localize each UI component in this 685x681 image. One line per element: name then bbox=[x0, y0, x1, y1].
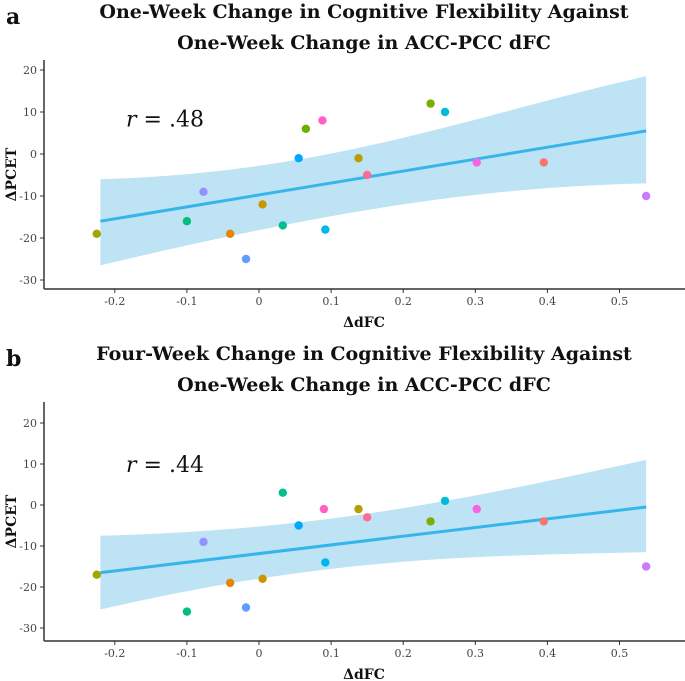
correlation-annotation: r = .44 bbox=[126, 453, 204, 478]
regression-line bbox=[100, 505, 647, 575]
x-tick-label: 0.4 bbox=[539, 295, 557, 308]
data-point bbox=[258, 200, 267, 209]
data-point bbox=[278, 221, 287, 230]
data-point bbox=[318, 116, 327, 125]
data-point bbox=[641, 191, 651, 201]
data-point bbox=[199, 537, 208, 547]
data-point bbox=[472, 158, 481, 167]
data-point bbox=[258, 574, 267, 583]
y-tick-label: -10 bbox=[19, 540, 37, 553]
data-point bbox=[92, 570, 101, 579]
x-tick-label: 0.4 bbox=[539, 647, 557, 660]
data-point bbox=[225, 229, 235, 238]
panel-label: b bbox=[6, 346, 21, 372]
data-point bbox=[321, 225, 330, 234]
data-point bbox=[440, 496, 450, 506]
data-point bbox=[362, 170, 372, 180]
y-tick-label: -20 bbox=[19, 581, 37, 594]
data-point bbox=[225, 578, 235, 588]
data-point bbox=[354, 154, 363, 163]
panel-b: b Four-Week Change in Cognitive Flexibili… bbox=[4, 343, 685, 681]
x-axis-label: ΔdFC bbox=[343, 315, 385, 331]
chart-title-line: One-Week Change in Cognitive Flexibility… bbox=[99, 1, 628, 23]
y-tick-label: 0 bbox=[30, 148, 37, 161]
panel-label: a bbox=[6, 4, 20, 30]
x-axis-label: ΔdFC bbox=[343, 667, 385, 681]
x-tick-label: -0.1 bbox=[176, 647, 197, 660]
y-tick-label: -30 bbox=[19, 274, 37, 287]
x-tick-label: 0.2 bbox=[394, 295, 412, 308]
x-tick-label: 0.5 bbox=[611, 647, 629, 660]
data-point bbox=[641, 562, 651, 571]
correlation-value: = .48 bbox=[137, 108, 204, 133]
y-tick-label: -30 bbox=[19, 622, 37, 635]
y-axis-label: ΔPCET bbox=[4, 494, 20, 548]
data-point bbox=[539, 158, 548, 167]
x-tick-label: -0.2 bbox=[104, 295, 125, 308]
x-tick-label: 0.1 bbox=[322, 295, 340, 308]
correlation-annotation: r = .48 bbox=[126, 108, 204, 133]
data-point bbox=[199, 187, 208, 196]
data-point bbox=[294, 154, 303, 163]
y-axis-label: ΔPCET bbox=[4, 147, 20, 201]
regression-line bbox=[100, 129, 647, 223]
chart-title-line: One-Week Change in ACC-PCC dFC bbox=[177, 374, 551, 396]
data-point bbox=[182, 217, 192, 226]
y-tick-label: 0 bbox=[30, 499, 37, 512]
correlation-symbol: r bbox=[126, 453, 138, 478]
data-point bbox=[319, 504, 329, 514]
data-point bbox=[278, 488, 287, 497]
data-point bbox=[362, 513, 372, 522]
y-tick-label: 10 bbox=[23, 106, 37, 119]
correlation-value: = .44 bbox=[137, 453, 204, 478]
y-tick-label: 20 bbox=[23, 417, 37, 430]
confidence-band bbox=[100, 459, 647, 610]
x-tick-label: 0 bbox=[256, 647, 263, 660]
data-point bbox=[440, 107, 450, 117]
x-tick-label: 0.2 bbox=[394, 647, 412, 660]
y-tick-label: 10 bbox=[23, 458, 37, 471]
data-point bbox=[426, 99, 435, 108]
correlation-symbol: r bbox=[126, 108, 138, 133]
data-point bbox=[539, 517, 548, 526]
chart-title-line: One-Week Change in ACC-PCC dFC bbox=[177, 32, 551, 54]
data-point bbox=[321, 558, 330, 567]
chart-title-line: Four-Week Change in Cognitive Flexibilit… bbox=[96, 343, 632, 365]
x-tick-label: 0.3 bbox=[467, 647, 485, 660]
confidence-band bbox=[100, 76, 647, 266]
x-tick-label: -0.2 bbox=[104, 647, 125, 660]
y-tick-label: -20 bbox=[19, 232, 37, 245]
panel-a: a One-Week Change in Cognitive Flexibilit… bbox=[4, 1, 685, 331]
y-tick-label: -10 bbox=[19, 190, 37, 203]
x-tick-label: 0.5 bbox=[611, 295, 629, 308]
data-point bbox=[241, 254, 251, 264]
x-tick-label: 0 bbox=[256, 295, 263, 308]
data-point bbox=[294, 521, 303, 530]
data-point bbox=[182, 607, 192, 616]
data-point bbox=[301, 124, 311, 133]
x-tick-label: 0.1 bbox=[322, 647, 340, 660]
data-point bbox=[472, 504, 481, 514]
x-tick-label: -0.1 bbox=[176, 295, 197, 308]
data-point bbox=[426, 517, 435, 526]
y-tick-label: 20 bbox=[23, 64, 37, 77]
x-tick-label: 0.3 bbox=[467, 295, 485, 308]
data-point bbox=[92, 229, 101, 238]
data-point bbox=[241, 603, 251, 612]
data-point bbox=[354, 504, 363, 514]
